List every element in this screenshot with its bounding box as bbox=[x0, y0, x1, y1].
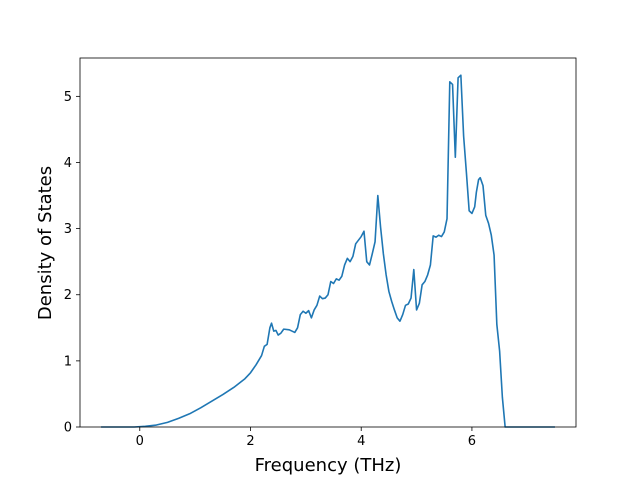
axes-frame bbox=[79, 57, 577, 428]
dos-series-line bbox=[101, 74, 555, 428]
x-axis-label: Frequency (THz) bbox=[255, 455, 402, 476]
y-tick-label: 5 bbox=[64, 90, 72, 105]
y-tick-label: 3 bbox=[64, 222, 72, 237]
x-tick-label: 4 bbox=[357, 434, 365, 449]
y-tick-label: 2 bbox=[64, 288, 72, 303]
x-tick-label: 2 bbox=[246, 434, 254, 449]
plot-area bbox=[79, 57, 577, 428]
y-tick-label: 1 bbox=[64, 354, 72, 369]
x-axis-ticks: 0 2 4 6 bbox=[136, 427, 476, 449]
y-axis-label: Density of States bbox=[35, 166, 56, 320]
x-tick-label: 6 bbox=[468, 434, 476, 449]
x-tick-label: 0 bbox=[136, 434, 144, 449]
y-tick-label: 0 bbox=[64, 421, 72, 436]
y-tick-label: 4 bbox=[64, 156, 72, 171]
y-axis-ticks: 0 1 2 3 4 5 bbox=[64, 90, 80, 436]
